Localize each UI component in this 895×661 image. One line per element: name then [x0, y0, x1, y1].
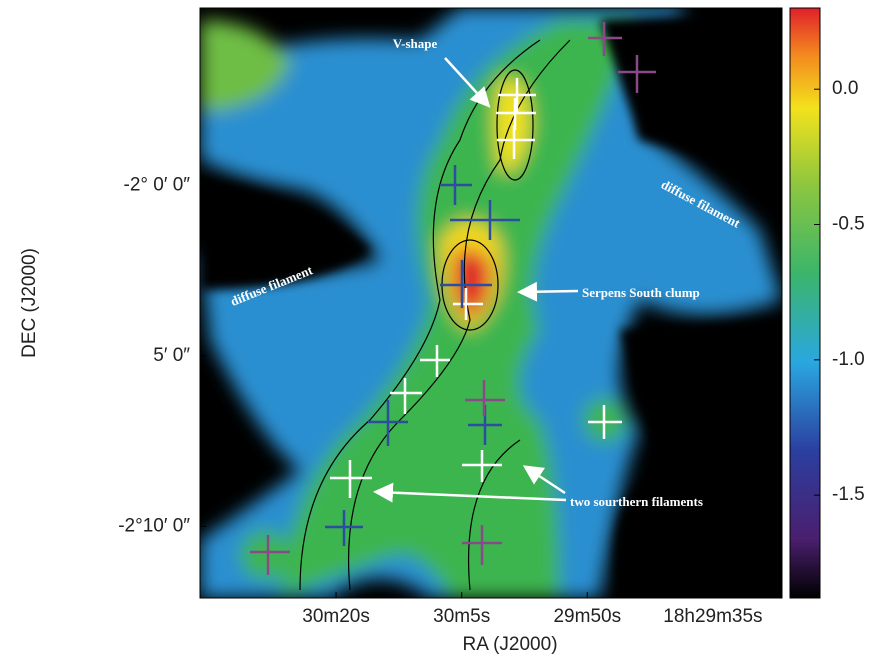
x-tick-label: 29m50s — [553, 606, 621, 627]
x-tick-label: 30m20s — [302, 606, 370, 627]
annotation: V-shape — [393, 36, 438, 51]
colorbar-tick-label: -0.5 — [832, 214, 865, 235]
y-tick-label: -2°10′ 0″ — [118, 515, 190, 536]
y-tick-label: 5′ 0″ — [153, 345, 190, 366]
x-tick-label: 30m5s — [433, 606, 490, 627]
colorbar-tick-label: -1.0 — [832, 349, 865, 370]
page: {"chart_data": {"type": "image", "xlabel… — [0, 0, 895, 661]
colorbar-tick-label: 0.0 — [832, 78, 858, 99]
figure: V-shape diffuse filament diffuse filamen… — [0, 0, 895, 661]
colorbar-tick-label: -1.5 — [832, 484, 865, 505]
map-image: V-shape diffuse filament diffuse filamen… — [200, 8, 782, 598]
annotation: two sourthern filaments — [570, 494, 703, 509]
y-axis-label: DEC (J2000) — [19, 248, 40, 358]
annotation: Serpens South clump — [582, 285, 700, 300]
y-tick-label: -2° 0′ 0″ — [124, 174, 191, 195]
colorbar — [790, 8, 820, 598]
x-axis-label: RA (J2000) — [462, 634, 557, 655]
x-tick-label: 18h29m35s — [663, 606, 762, 627]
